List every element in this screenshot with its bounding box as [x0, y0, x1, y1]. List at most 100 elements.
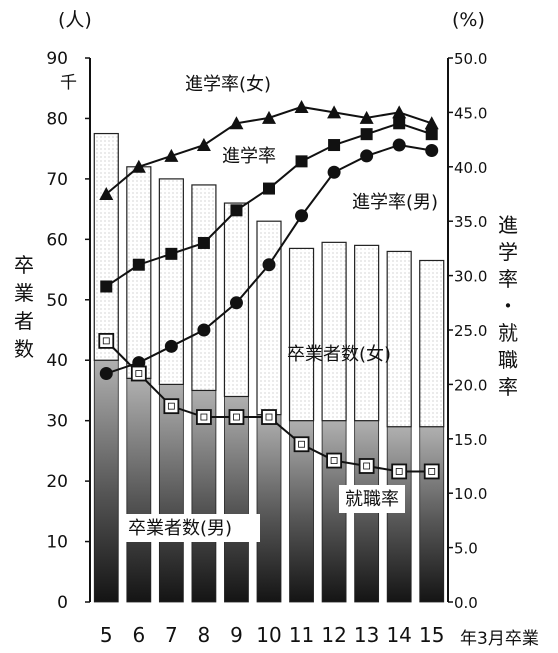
left-axis-unit-sub: 千: [60, 73, 77, 93]
line-layer: [98, 99, 440, 480]
right-axis-label-char-6: 率: [498, 375, 518, 399]
x-tick-13: 13: [354, 623, 379, 647]
marker-3-8-inner: [200, 413, 208, 421]
left-axis-label-char-0: 卒: [14, 253, 34, 277]
marker-1-6: [132, 258, 145, 271]
x-tick-5: 5: [100, 623, 113, 647]
series-label-1: 進学率: [222, 146, 276, 167]
tick-label-left-10: 10: [46, 533, 68, 553]
tick-label-left-40: 40: [46, 351, 68, 371]
marker-1-10: [263, 182, 275, 195]
marker-3-6-inner: [135, 370, 143, 377]
marker-0-14: [392, 105, 407, 119]
tick-label-left-50: 50: [46, 291, 68, 311]
bar-layer: [93, 132, 445, 603]
label-bg-4: [339, 485, 405, 513]
series-label-5: 卒業者数(男): [128, 518, 232, 539]
bar-female-11: [288, 247, 315, 422]
bar-male-8: [191, 390, 217, 603]
marker-2-8: [197, 323, 211, 337]
bar-male-10: [256, 414, 282, 603]
x-tick-6: 6: [132, 623, 145, 647]
bar-female-7: [158, 178, 184, 385]
marker-0-7: [164, 148, 179, 162]
x-tick-8: 8: [198, 623, 211, 647]
marker-1-12: [328, 139, 341, 152]
tick-label-left-0: 0: [57, 593, 68, 613]
marker-1-11: [295, 155, 308, 168]
x-tick-11: 11: [289, 623, 314, 647]
axes-layer: 0 10 20 30 40 50 60 70 80 90 0.0 5.0 10.0 15.0 20.0 25.…: [14, 9, 539, 649]
bar-female-8: [191, 184, 217, 392]
marker-0-5: [99, 187, 114, 200]
tick-label-right-50.0: 50.0: [454, 50, 487, 68]
tick-label-right-30.0: 30.0: [454, 268, 487, 286]
tick-label-right-15.0: 15.0: [454, 431, 487, 449]
bar-female-6: [126, 166, 152, 379]
x-tick-12: 12: [321, 623, 346, 647]
marker-0-13: [359, 110, 374, 124]
marker-1-8: [197, 236, 210, 249]
marker-0-11: [294, 99, 309, 113]
bar-male-7: [158, 383, 184, 603]
marker-2-5: [99, 367, 113, 381]
right-axis-unit: (%): [452, 9, 485, 31]
tick-label-left-30: 30: [46, 412, 68, 432]
bar-male-15: [419, 426, 445, 603]
series-label-3: 卒業者数(女): [287, 344, 391, 365]
tick-label-left-20: 20: [46, 472, 68, 492]
right-axis-label-char-2: 率: [498, 267, 518, 291]
marker-2-10: [262, 258, 276, 272]
marker-1-14: [393, 117, 406, 130]
tick-label-right-0.0: 0.0: [454, 594, 478, 612]
marker-2-14: [392, 138, 406, 152]
bar-male-11: [289, 420, 314, 603]
x-tick-15: 15: [419, 623, 444, 647]
marker-3-12-inner: [330, 457, 338, 464]
tick-label-right-45.0: 45.0: [454, 104, 487, 122]
left-axis-label-char-2: 者: [14, 309, 34, 333]
bar-male-5: [93, 359, 119, 603]
series-label-4: 就職率: [345, 489, 399, 510]
marker-2-9: [229, 296, 243, 310]
marker-1-5: [100, 280, 113, 293]
marker-3-13-inner: [363, 462, 371, 470]
tick-label-right-25.0: 25.0: [454, 322, 487, 340]
marker-3-11-inner: [298, 440, 305, 448]
left-axis-label-char-1: 業: [14, 281, 34, 305]
bar-male-6: [126, 377, 152, 603]
left-axis-label-char-3: 数: [14, 337, 34, 361]
tick-label-right-20.0: 20.0: [454, 376, 487, 394]
marker-3-5-inner: [102, 337, 110, 345]
x-tick-7: 7: [165, 623, 178, 647]
marker-3-9-inner: [233, 413, 240, 421]
right-axis-label-char-4: 就: [498, 321, 518, 345]
tick-label-left-90: 90: [46, 49, 68, 69]
right-axis-label-char-0: 進: [498, 213, 518, 237]
bar-male-14: [386, 426, 412, 603]
marker-0-6: [131, 159, 146, 173]
marker-1-15: [425, 128, 438, 141]
marker-1-7: [165, 247, 178, 260]
series-label-0: 進学率(女): [185, 74, 271, 95]
x-tick-10: 10: [256, 623, 281, 647]
tick-label-right-10.0: 10.0: [454, 485, 487, 503]
label-bg-5: [122, 514, 260, 542]
tick-label-left-60: 60: [46, 230, 68, 250]
marker-1-9: [230, 204, 243, 217]
marker-2-13: [360, 149, 374, 163]
marker-2-15: [425, 143, 439, 157]
marker-0-9: [229, 116, 244, 130]
bar-female-13: [354, 244, 380, 422]
marker-3-14-inner: [395, 468, 403, 475]
marker-1-13: [360, 128, 373, 141]
bar-female-15: [419, 259, 445, 428]
marker-2-7: [164, 339, 178, 353]
marker-0-12: [327, 105, 342, 119]
tick-label-right-35.0: 35.0: [454, 213, 487, 231]
left-axis-unit: (人): [58, 9, 92, 31]
x-axis-suffix: 年3月卒業: [460, 629, 539, 649]
tick-label-right-5.0: 5.0: [454, 540, 478, 558]
